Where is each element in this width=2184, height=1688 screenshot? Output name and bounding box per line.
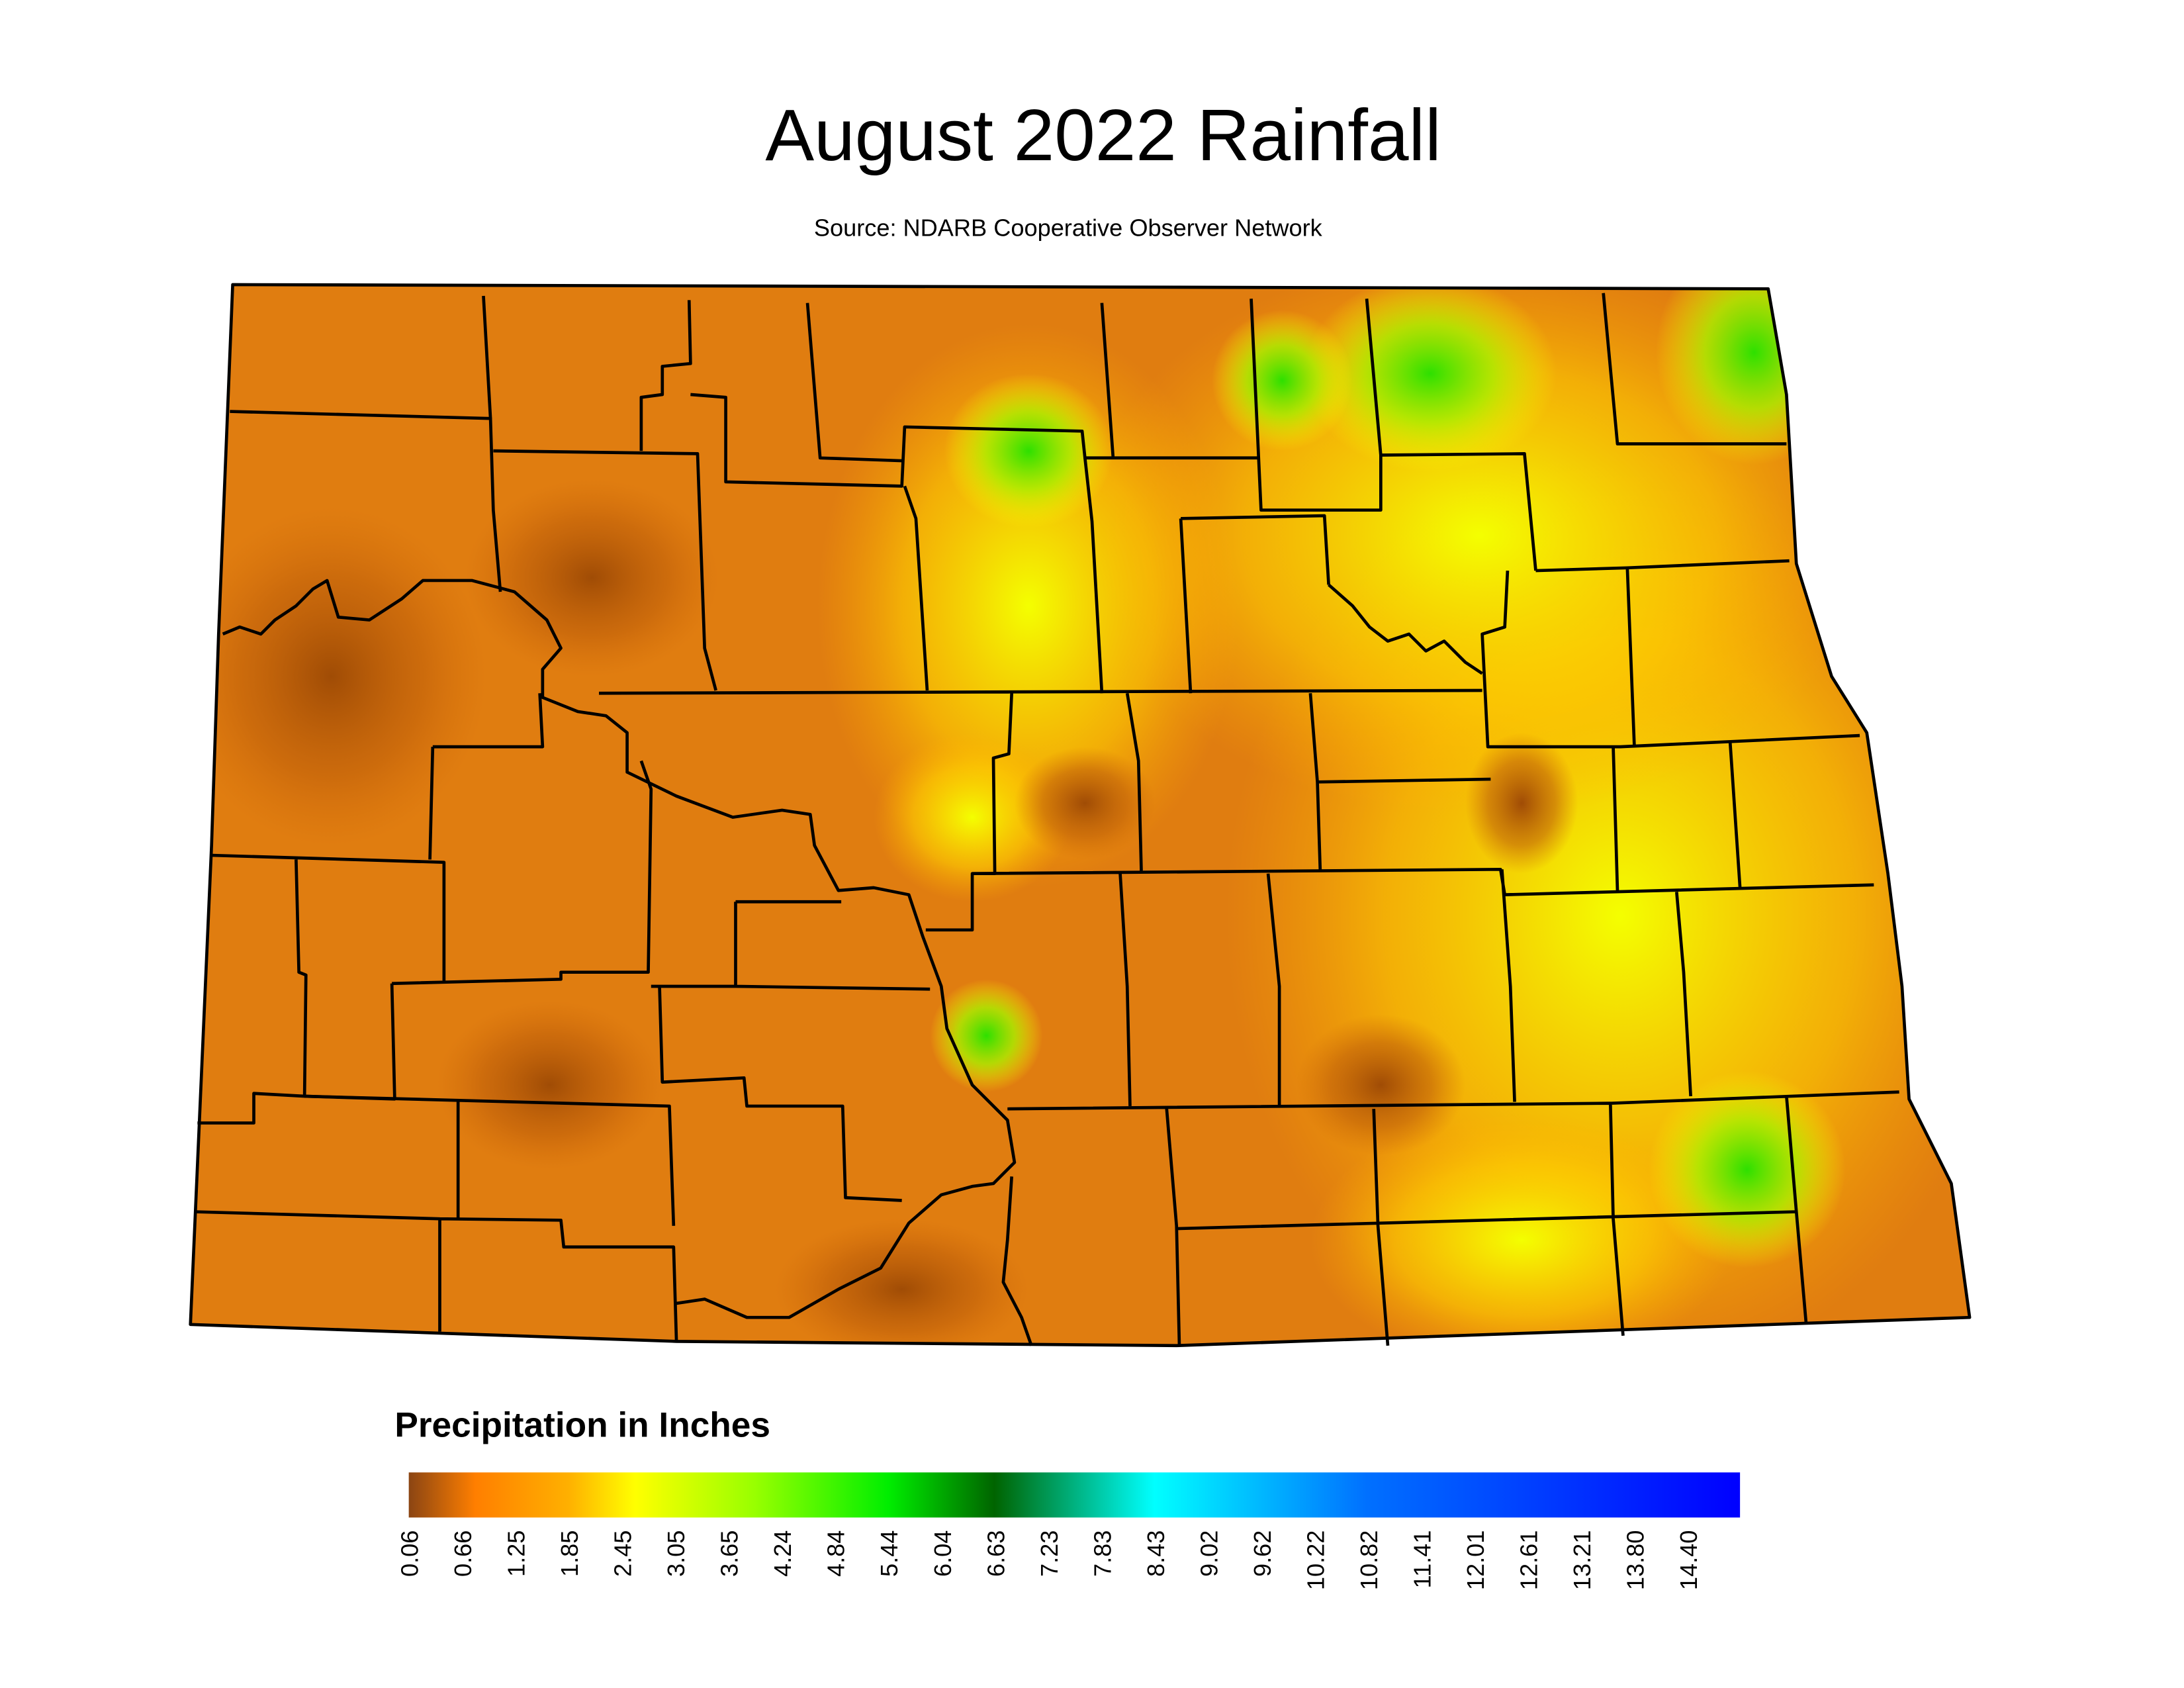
scale-tick-label: 0.06 xyxy=(396,1530,423,1577)
scale-tick-label: 3.05 xyxy=(662,1530,690,1577)
scale-tick-label: 12.01 xyxy=(1462,1530,1489,1591)
scale-tick-label: 10.22 xyxy=(1302,1530,1329,1591)
color-scale xyxy=(408,1472,1741,1518)
rainfall-surface xyxy=(190,284,1970,1346)
scale-tick-label: 6.04 xyxy=(929,1530,956,1577)
scale-tick-label: 6.63 xyxy=(982,1530,1009,1577)
scale-tick-label: 4.84 xyxy=(823,1530,850,1577)
map-title: August 2022 Rainfall xyxy=(765,95,1441,176)
legend: Precipitation in Inches 0.06 0.66 1.25 1.85… xyxy=(394,1405,1741,1591)
scale-tick-label: 7.23 xyxy=(1036,1530,1063,1577)
scale-tick-label: 13.21 xyxy=(1569,1530,1596,1591)
scale-ticks: 0.06 0.66 1.25 1.85 2.45 3.05 3.65 4.24 4.84 5.44… xyxy=(396,1530,1702,1591)
scale-tick-label: 13.80 xyxy=(1622,1530,1649,1591)
scale-tick-label: 4.24 xyxy=(769,1530,796,1577)
scale-tick-label: 1.25 xyxy=(503,1530,530,1577)
scale-tick-label: 0.66 xyxy=(449,1530,477,1577)
legend-title: Precipitation in Inches xyxy=(394,1405,770,1444)
scale-tick-label: 2.45 xyxy=(610,1530,637,1577)
scale-tick-label: 11.41 xyxy=(1409,1530,1436,1589)
scale-tick-label: 12.61 xyxy=(1516,1530,1543,1591)
scale-tick-label: 9.62 xyxy=(1249,1530,1276,1577)
scale-tick-label: 5.44 xyxy=(876,1530,903,1577)
scale-tick-label: 7.83 xyxy=(1089,1530,1116,1577)
map-subtitle: Source: NDARB Cooperative Observer Netwo… xyxy=(814,214,1323,242)
scale-tick-label: 3.65 xyxy=(716,1530,743,1577)
scale-tick-label: 1.85 xyxy=(556,1530,583,1577)
county-boundaries xyxy=(189,283,1972,1348)
scale-tick-label: 14.40 xyxy=(1675,1530,1702,1591)
scale-tick-label: 10.82 xyxy=(1355,1530,1383,1591)
scale-tick-label: 8.43 xyxy=(1142,1530,1169,1577)
scale-tick-label: 9.02 xyxy=(1195,1530,1222,1577)
